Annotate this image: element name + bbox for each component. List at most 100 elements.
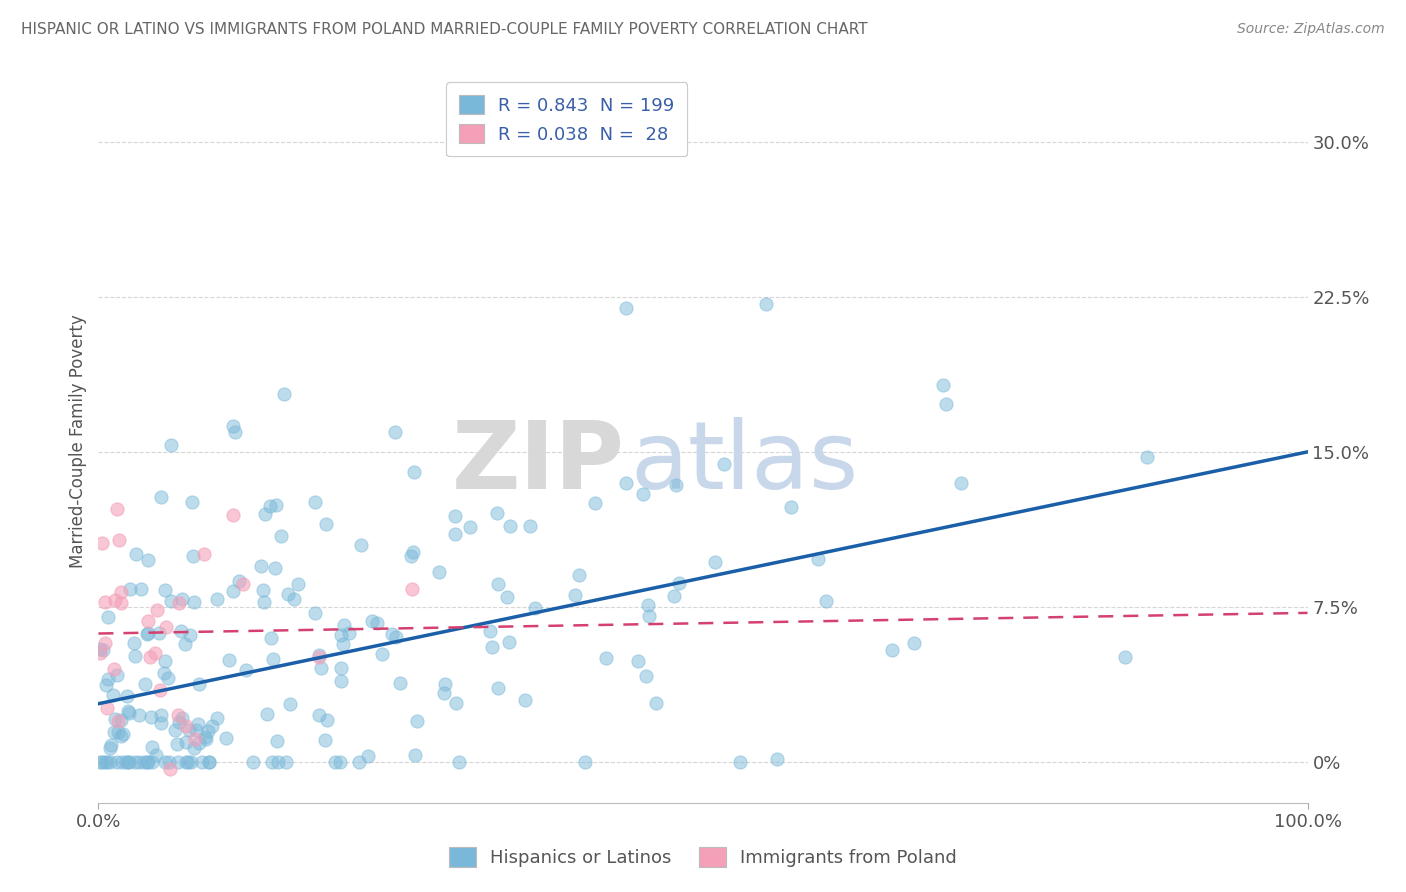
Point [96,610,118,624]
Point [215,731,238,745]
Point [153,665,176,680]
Point [614,476,637,491]
Point [384,425,406,440]
Point [1114,650,1136,665]
Point [278,697,301,711]
Point [664,589,686,603]
Point [481,640,503,655]
Point [181,494,204,508]
Point [174,755,197,769]
Point [950,475,973,490]
Point [402,545,425,559]
Point [765,751,787,765]
Point [193,547,215,561]
Point [141,710,163,724]
Point [89,642,111,657]
Point [389,675,412,690]
Point [177,723,200,737]
Point [118,755,141,769]
Point [155,755,177,769]
Point [132,755,155,769]
Point [115,755,138,769]
Legend: R = 0.843  N = 199, R = 0.038  N =  28: R = 0.843 N = 199, R = 0.038 N = 28 [446,82,688,156]
Point [89,646,111,660]
Point [304,495,326,509]
Text: ZIP: ZIP [451,417,624,509]
Point [125,547,148,561]
Point [159,762,181,776]
Point [111,755,134,769]
Point [124,648,146,663]
Point [205,592,228,607]
Point [232,577,254,591]
Point [103,724,125,739]
Point [755,297,778,311]
Point [496,591,519,605]
Point [350,538,373,552]
Point [98,755,121,769]
Point [264,561,287,575]
Point [444,526,467,541]
Point [105,755,128,769]
Point [304,607,326,621]
Point [405,714,427,728]
Point [668,576,690,591]
Point [184,731,207,746]
Point [253,508,276,522]
Point [631,487,654,501]
Point [138,625,160,640]
Point [93,643,115,657]
Point [107,714,129,729]
Point [574,755,596,769]
Text: Source: ZipAtlas.com: Source: ZipAtlas.com [1237,22,1385,37]
Point [366,616,388,631]
Point [323,755,346,769]
Point [260,632,283,646]
Point [486,576,509,591]
Point [815,594,838,608]
Point [105,501,128,516]
Point [274,755,297,769]
Point [94,594,117,608]
Text: atlas: atlas [630,417,859,509]
Point [156,671,179,685]
Point [337,625,360,640]
Point [449,755,471,769]
Point [242,755,264,769]
Point [91,755,114,769]
Point [110,596,132,610]
Point [141,740,163,755]
Point [139,649,162,664]
Point [110,584,132,599]
Point [184,723,207,738]
Point [444,697,467,711]
Point [96,701,118,715]
Point [634,669,657,683]
Point [277,587,299,601]
Point [169,715,191,730]
Point [730,755,752,769]
Point [221,508,243,523]
Point [222,584,245,599]
Point [134,677,156,691]
Point [160,438,183,452]
Point [330,673,353,688]
Point [287,577,309,591]
Point [381,627,404,641]
Point [564,588,586,602]
Point [218,652,240,666]
Point [148,625,170,640]
Point [401,549,423,563]
Point [235,663,257,677]
Point [118,582,141,596]
Point [308,649,330,664]
Point [273,387,295,401]
Point [166,737,188,751]
Point [479,624,502,638]
Point [260,755,283,769]
Point [583,496,606,510]
Y-axis label: Married-Couple Family Poverty: Married-Couple Family Poverty [69,315,87,568]
Point [159,594,181,608]
Point [207,711,229,725]
Point [105,668,128,682]
